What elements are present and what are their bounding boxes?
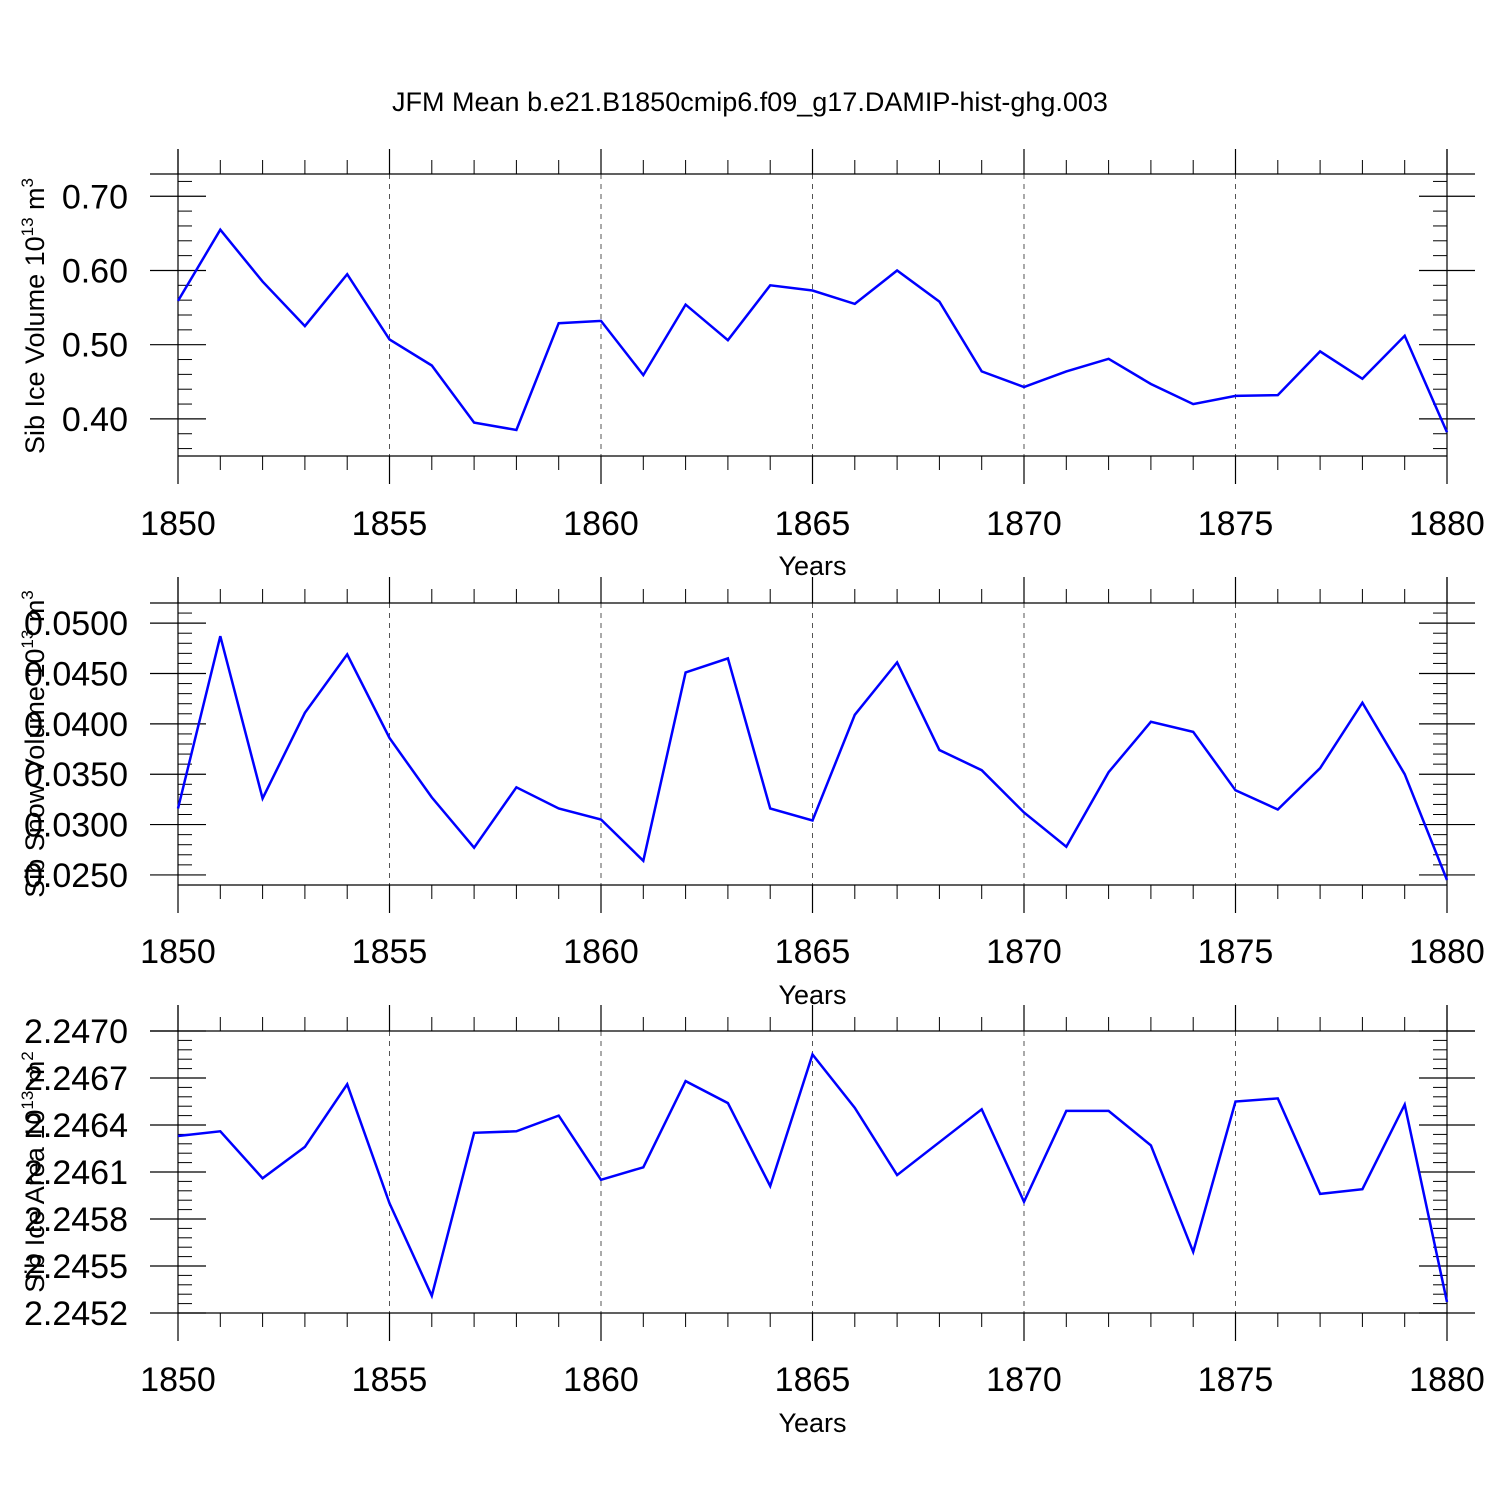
x-tick-label: 1865	[775, 505, 851, 543]
y-tick-label: 0.0300	[24, 807, 128, 845]
y-axis-label-unit-exponent: 3	[18, 590, 37, 599]
x-tick-label: 1880	[1409, 933, 1485, 971]
x-tick-label: 1870	[986, 1361, 1062, 1399]
x-tick-label: 1850	[140, 505, 216, 543]
y-tick-label: 2.2458	[24, 1201, 128, 1239]
x-tick-label: 1860	[563, 933, 639, 971]
y-tick-label: 0.0250	[24, 857, 128, 895]
y-tick-label: 2.2464	[24, 1107, 128, 1145]
y-tick-label: 0.0450	[24, 656, 128, 694]
y-tick-label: 0.40	[62, 401, 128, 439]
y-axis-label-text: Sib Snow Volume 10	[20, 649, 50, 898]
y-axis-label-unit: m	[20, 600, 50, 630]
y-axis-label-exponent: 13	[18, 630, 37, 649]
chart-title: JFM Mean b.e21.B1850cmip6.f09_g17.DAMIP-…	[392, 87, 1108, 117]
x-tick-label: 1880	[1409, 505, 1485, 543]
series-line	[176, 227, 1449, 433]
x-tick-label: 1870	[986, 505, 1062, 543]
y-tick-label: 2.2467	[24, 1060, 128, 1098]
x-tick-label: 1870	[986, 933, 1062, 971]
y-tick-label: 2.2461	[24, 1154, 128, 1192]
y-axis-label-unit: m	[20, 187, 50, 217]
x-tick-label: 1865	[775, 1361, 851, 1399]
y-axis-label-unit-exponent: 3	[18, 178, 37, 187]
y-axis-label: Sib Ice Volume 1013 m3	[18, 178, 50, 454]
y-tick-label: 2.2452	[24, 1295, 128, 1333]
y-axis-label: Sib Snow Volume 1013 m3	[18, 590, 50, 898]
x-tick-label: 1875	[1198, 1361, 1274, 1399]
y-axis-label-exponent: 13	[18, 1091, 37, 1110]
y-axis-label-exponent: 13	[18, 217, 37, 236]
y-tick-label: 0.0500	[24, 605, 128, 643]
x-tick-label: 1865	[775, 933, 851, 971]
y-axis-label-unit: m	[20, 1061, 50, 1091]
panel-2: 1850 1855 1860 1865 1870 1875 1880 0.0250 0.0300…	[18, 577, 1485, 1010]
y-axis-label-text: Sib Ice Volume 10	[20, 236, 50, 454]
x-tick-label: 1860	[563, 505, 639, 543]
x-tick-label: 1880	[1409, 1361, 1485, 1399]
y-axis-label: Sib Ice Area 1013 m2	[18, 1051, 50, 1293]
y-tick-label: 0.0350	[24, 756, 128, 794]
x-tick-label: 1855	[352, 933, 428, 971]
x-axis-label: Years	[778, 1408, 846, 1438]
y-axis-label-text: Sib Ice Area 10	[20, 1110, 50, 1293]
x-axis-label: Years	[778, 551, 846, 581]
series-line	[176, 635, 1449, 881]
x-tick-label: 1855	[352, 1361, 428, 1399]
x-tick-label: 1875	[1198, 505, 1274, 543]
x-tick-label: 1860	[563, 1361, 639, 1399]
x-tick-label: 1850	[140, 1361, 216, 1399]
y-tick-label: 2.2470	[24, 1013, 128, 1051]
panel-1: 1850 1855 1860 1865 1870 1875 1880 0.40 0.50 0.60…	[18, 149, 1485, 581]
x-tick-label: 1850	[140, 933, 216, 971]
y-tick-label: 0.60	[62, 252, 128, 290]
x-tick-label: 1875	[1198, 933, 1274, 971]
y-tick-label: 0.50	[62, 327, 128, 365]
y-tick-label: 0.70	[62, 178, 128, 216]
panel-3: 1850 1855 1860 1865 1870 1875 1880 2.2452 2.2455…	[18, 1005, 1485, 1438]
y-axis-label-unit-exponent: 2	[18, 1051, 37, 1060]
y-tick-label: 2.2455	[24, 1248, 128, 1286]
y-tick-label: 0.0400	[24, 706, 128, 744]
x-tick-label: 1855	[352, 505, 428, 543]
